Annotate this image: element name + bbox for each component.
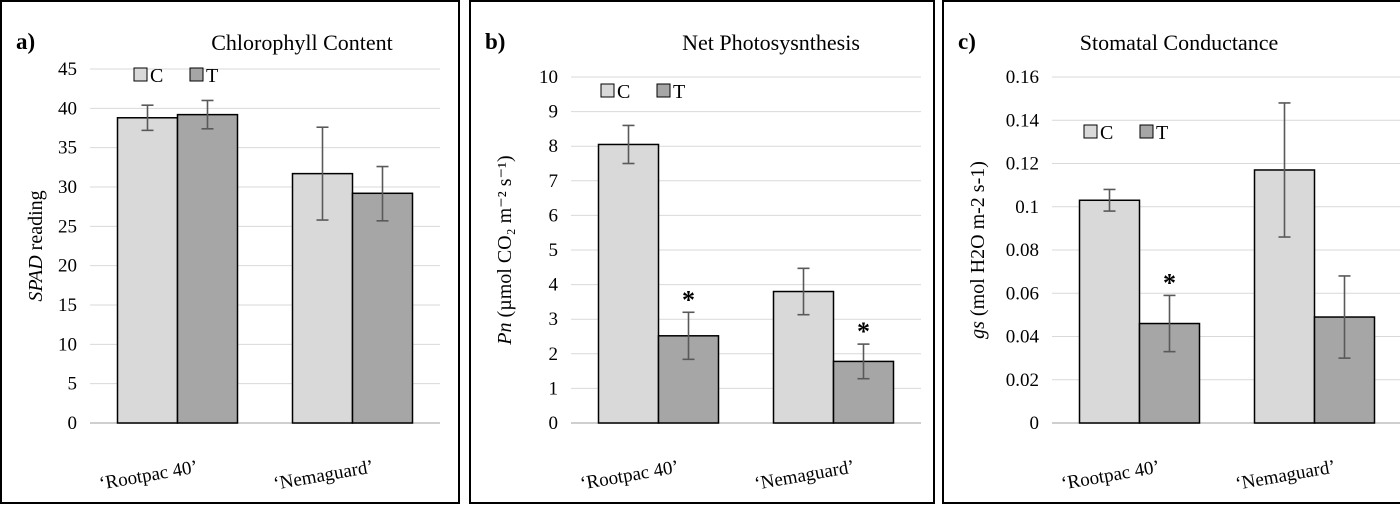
chart-panel-chlorophyll: 0 5 10 15 20 25 30 35 40 45 ‘Rootpac 40’ ‘Nemaguard… <box>0 0 460 504</box>
y-tick-label: 9 <box>549 102 559 123</box>
y-tick-label: 1 <box>549 378 559 399</box>
y-tick-label: 0.02 <box>1006 370 1039 391</box>
y-axis-label-unit: (µmol CO₂ m⁻² s⁻¹) <box>494 155 516 322</box>
chart-svg-chlorophyll: 0 5 10 15 20 25 30 35 40 45 ‘Rootpac 40’ ‘Nemaguard… <box>16 29 440 495</box>
legend-swatch-C <box>1083 124 1098 139</box>
legend-label-C: C <box>150 65 163 87</box>
bar-C <box>772 290 835 424</box>
x-category-label: ‘Nemaguard’ <box>272 456 375 494</box>
x-category-label: ‘Rootpac 40’ <box>579 457 681 495</box>
panel-label: c) <box>958 29 976 54</box>
chart-title: Net Photosysnthesis <box>682 30 860 55</box>
significance-asterisk: * <box>857 317 870 346</box>
y-tick-label: 40 <box>58 98 77 119</box>
y-tick-label: 0.04 <box>1006 327 1040 348</box>
legend-swatch-C <box>133 67 148 82</box>
bar-T <box>176 113 239 424</box>
y-tick-label: 0.14 <box>1006 110 1040 131</box>
chart-svg-stomatal: 0 0.02 0.04 0.06 0.08 0.1 0.12 0.14 0.16 * ‘Rootpa… <box>958 29 1400 495</box>
x-category-label: ‘Nemaguard’ <box>753 456 856 494</box>
legend-label-T: T <box>1156 122 1168 144</box>
y-tick-label: 0 <box>68 413 78 434</box>
y-tick-label: 2 <box>549 344 559 365</box>
legend-swatch-C <box>600 83 615 98</box>
chart-svg-photosynthesis: 0 1 2 3 4 5 6 7 8 9 10 * * ‘Rootpac 40’ ‘Nemaguard’ b) N… <box>485 29 921 495</box>
legend-label-C: C <box>617 81 630 103</box>
y-tick-label: 0.1 <box>1015 197 1039 218</box>
y-axis-label: Pn (µmol CO₂ m⁻² s⁻¹) <box>494 155 516 345</box>
chart-panel-stomatal: 0 0.02 0.04 0.06 0.08 0.1 0.12 0.14 0.16 * ‘Rootpa… <box>942 0 1400 504</box>
y-tick-label: 35 <box>58 138 77 159</box>
panel-label: b) <box>485 29 505 54</box>
chart-title: Stomatal Conductance <box>1080 30 1279 55</box>
y-tick-label: 45 <box>58 59 77 80</box>
x-category-label: ‘Rootpac 40’ <box>98 457 200 495</box>
panel-label: a) <box>16 29 35 54</box>
legend-swatch-T <box>1139 124 1154 139</box>
y-axis-label-variable: gs <box>967 321 989 339</box>
y-axis-label-variable: Pn <box>494 322 516 345</box>
legend-swatch-T <box>189 67 204 82</box>
y-tick-label: 6 <box>549 205 559 226</box>
legend-label-T: T <box>673 81 685 103</box>
y-tick-label: 15 <box>58 295 77 316</box>
y-tick-label: 8 <box>549 136 559 157</box>
chart-title: Chlorophyll Content <box>211 30 393 55</box>
y-tick-label: 30 <box>58 177 77 198</box>
y-axis-label-variable: SPAD <box>25 255 47 302</box>
y-axis-label: gs (mol H2O m-2 s-1) <box>967 161 989 339</box>
y-tick-label: 0.06 <box>1006 283 1039 304</box>
y-tick-label: 7 <box>549 171 559 192</box>
y-axis-label: SPAD reading <box>25 190 47 301</box>
y-tick-label: 0.12 <box>1006 154 1039 175</box>
bar-C <box>116 117 179 424</box>
significance-asterisk: * <box>682 285 695 314</box>
bar-C <box>1078 199 1141 424</box>
legend-swatch-T <box>656 83 671 98</box>
y-axis-label-unit: reading <box>25 190 47 255</box>
x-category-label: ‘Nemaguard’ <box>1234 456 1337 494</box>
x-category-label: ‘Rootpac 40’ <box>1060 457 1162 495</box>
y-axis-label-unit: (mol H2O m-2 s-1) <box>967 161 989 321</box>
y-tick-label: 4 <box>549 275 559 296</box>
y-tick-label: 3 <box>549 309 559 330</box>
y-tick-label: 0.08 <box>1006 240 1039 261</box>
legend-label-C: C <box>1100 122 1113 144</box>
y-tick-label: 10 <box>58 334 77 355</box>
y-tick-label: 25 <box>58 216 77 237</box>
chart-panel-photosynthesis: 0 1 2 3 4 5 6 7 8 9 10 * * ‘Rootpac 40’ ‘Nemaguard’ b) N… <box>469 0 935 504</box>
y-tick-label: 5 <box>549 240 559 261</box>
bar-C <box>597 143 660 424</box>
y-tick-label: 5 <box>68 374 78 395</box>
y-tick-label: 20 <box>58 256 77 277</box>
significance-asterisk: * <box>1163 268 1176 297</box>
y-tick-label: 0 <box>549 413 559 434</box>
y-tick-label: 0.16 <box>1006 67 1039 88</box>
y-tick-label: 10 <box>539 67 558 88</box>
y-tick-label: 0 <box>1030 413 1040 434</box>
bar-T <box>351 192 414 424</box>
legend-label-T: T <box>206 65 218 87</box>
